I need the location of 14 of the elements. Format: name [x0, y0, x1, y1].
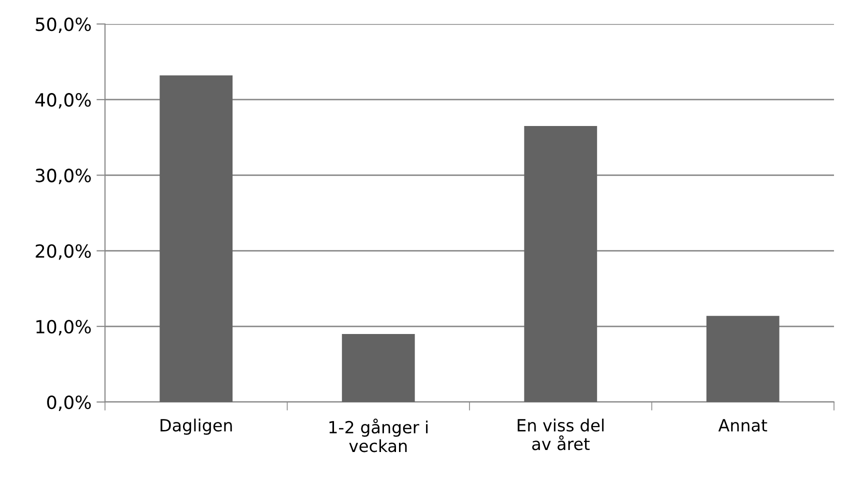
y-tick-label: 40,0%	[35, 93, 91, 109]
y-tick-label: 20,0%	[36, 244, 91, 260]
bar	[706, 316, 780, 402]
bar	[524, 126, 598, 402]
y-tick-label: 0,0%	[47, 395, 91, 411]
bar	[342, 334, 415, 402]
x-tick-label: 1-2 gånger i veckan	[329, 418, 428, 452]
y-tick-label: 30,0%	[36, 168, 91, 184]
y-tick-label: 10,0%	[36, 320, 91, 336]
x-tick-label: Annat	[718, 419, 768, 432]
x-tick-label: Dagligen	[160, 418, 232, 435]
x-tick-label: En viss del av året	[518, 418, 604, 450]
bar	[160, 75, 233, 402]
y-tick-label: 50,0%	[36, 17, 91, 33]
